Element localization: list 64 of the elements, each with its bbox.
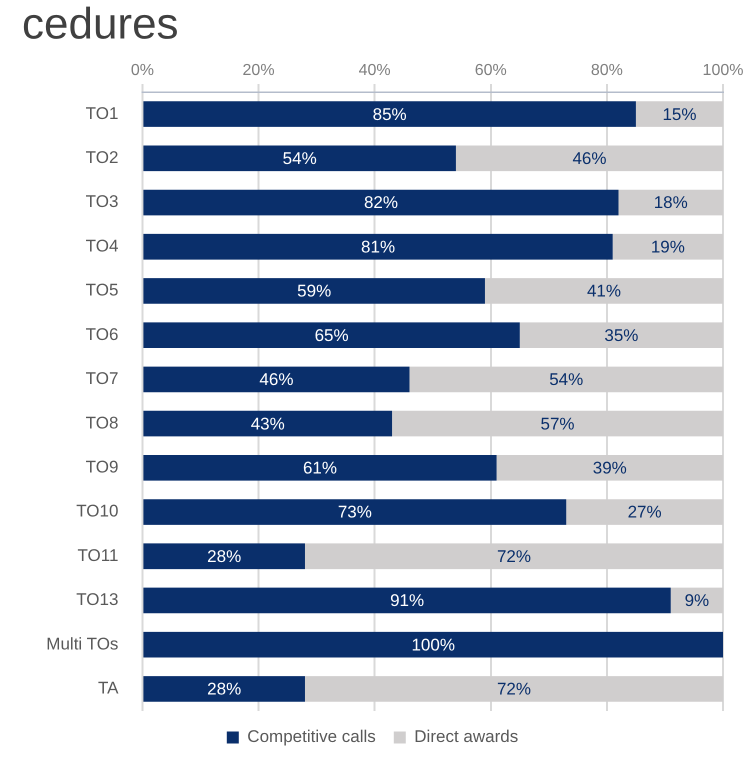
bar — [143, 146, 456, 172]
legend-label: Competitive calls — [247, 727, 376, 746]
bar — [143, 322, 520, 348]
y-tick-label: TO7 — [86, 369, 118, 388]
x-tick-label: 100% — [702, 62, 744, 79]
data-label: 27% — [628, 502, 662, 522]
bar — [143, 543, 305, 570]
data-label: 65% — [314, 326, 349, 345]
bar — [143, 499, 566, 525]
y-tick-label: TO3 — [86, 192, 118, 212]
data-label: 72% — [496, 546, 532, 566]
chart-title: cedures — [22, 0, 179, 49]
x-tick-label: 60% — [474, 62, 507, 79]
bar — [143, 190, 618, 216]
data-label: 15% — [662, 104, 696, 124]
x-tick-label: 20% — [242, 62, 275, 79]
data-label: 41% — [586, 282, 621, 301]
x-tick-label: 0% — [130, 62, 154, 79]
data-label: 18% — [654, 193, 688, 212]
data-label: 28% — [207, 680, 242, 699]
bar — [143, 455, 497, 481]
bar — [143, 101, 636, 127]
y-tick-label: TO4 — [86, 236, 118, 256]
y-tick-label: TO2 — [86, 148, 118, 168]
x-tick-label: 80% — [590, 62, 623, 79]
x-tick-label: 40% — [358, 62, 391, 79]
y-tick-label: TO9 — [86, 458, 118, 477]
data-label: 54% — [282, 149, 317, 168]
data-label: 54% — [549, 370, 584, 390]
data-label: 85% — [372, 104, 407, 124]
data-label: 9% — [684, 591, 710, 610]
y-tick-label: TA — [98, 678, 120, 698]
bar — [143, 278, 485, 304]
data-label: 59% — [297, 282, 332, 301]
data-label: 46% — [572, 149, 606, 168]
bar — [143, 234, 613, 260]
data-label: 73% — [338, 502, 372, 522]
y-tick-label: Multi TOs — [46, 634, 118, 654]
y-tick-label: TO8 — [86, 413, 118, 432]
legend-label: Direct awards — [414, 727, 518, 746]
bar — [143, 676, 305, 702]
y-tick-label: TO1 — [86, 104, 118, 123]
bar — [143, 366, 410, 392]
y-tick-label: TO5 — [86, 280, 118, 300]
data-label: 39% — [592, 458, 627, 478]
y-tick-label: TO13 — [76, 590, 118, 610]
y-tick-label: TO10 — [76, 502, 118, 521]
data-label: 35% — [604, 326, 638, 345]
data-label: 46% — [259, 370, 294, 390]
bar — [143, 632, 723, 658]
y-tick-label: TO6 — [86, 324, 118, 344]
bar — [143, 410, 392, 436]
data-label: 57% — [540, 414, 575, 434]
y-tick-label: TO11 — [77, 546, 118, 565]
data-label: 82% — [364, 193, 398, 212]
data-label: 43% — [250, 414, 285, 434]
data-label: 72% — [496, 680, 532, 699]
data-label: 61% — [302, 458, 338, 478]
data-label: 81% — [361, 237, 396, 256]
data-label: 19% — [650, 237, 685, 256]
data-label: 28% — [207, 546, 242, 566]
data-label: 91% — [390, 591, 424, 610]
data-label: 100% — [411, 635, 455, 654]
bar — [143, 588, 671, 614]
